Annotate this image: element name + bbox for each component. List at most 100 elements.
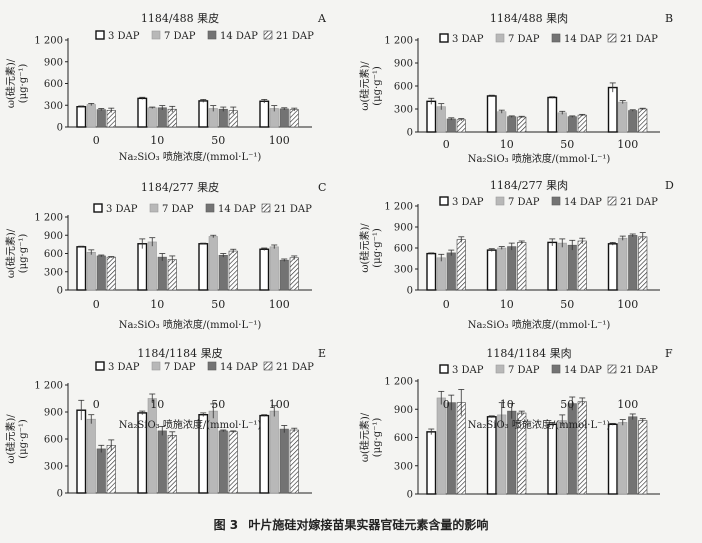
bar	[137, 97, 148, 128]
chart-title: 1184/1184 果皮	[137, 347, 222, 360]
bar	[218, 108, 228, 128]
panel-letter: E	[318, 347, 326, 360]
legend-swatch	[607, 196, 617, 206]
legend: 3 DAP 7 DAP 14 DAP 21 DAP	[93, 203, 312, 215]
y-tick-label: 1 200	[384, 202, 413, 213]
legend-swatch	[207, 30, 217, 40]
bar	[618, 422, 628, 495]
legend-label: 14 DAP	[564, 34, 602, 45]
x-tick-label: 50	[560, 298, 574, 311]
x-tick-label: 10	[150, 134, 164, 147]
y-axis-label-line: ω(硅元素)/	[358, 61, 371, 111]
chart-title: 1184/277 果皮	[141, 181, 219, 194]
bar	[446, 252, 456, 291]
x-tick-label: 0	[93, 398, 100, 411]
y-axis-label-line: ω(硅元素)/	[358, 412, 371, 462]
legend: 3 DAP 7 DAP 14 DAP 21 DAP	[439, 196, 658, 208]
bar	[147, 241, 157, 291]
panel-letter: C	[318, 181, 326, 194]
bar	[638, 236, 648, 291]
bar	[547, 423, 558, 495]
bar	[259, 100, 270, 128]
chart-panel-A: 1184/488 果皮 A 0 300 600 900 1 200 ω(硅元素)/(μg·g⁻…	[4, 12, 327, 163]
legend: 3 DAP 7 DAP 14 DAP 21 DAP	[95, 361, 314, 373]
bar	[106, 444, 116, 494]
legend-label: 3 DAP	[108, 362, 140, 373]
y-axis-label: ω(硅元素)/(μg·g⁻¹)	[4, 58, 29, 108]
bar	[198, 243, 209, 291]
y-tick-label: 600	[44, 79, 63, 90]
caption-text: 叶片施硅对嫁接苗果实器官硅元素含量的影响	[248, 518, 489, 532]
y-tick-label: 600	[44, 435, 63, 446]
bar	[167, 435, 177, 494]
bar	[269, 410, 279, 494]
bar	[547, 241, 558, 291]
legend-label: 14 DAP	[218, 204, 256, 215]
bar	[96, 109, 106, 128]
legend-swatch	[551, 33, 561, 43]
x-tick-label: 0	[443, 138, 450, 151]
legend-label: 3 DAP	[452, 365, 484, 376]
x-tick-label: 10	[500, 398, 514, 411]
x-tick-label: 100	[617, 398, 638, 411]
legend-label: 7 DAP	[508, 365, 540, 376]
panel-letter: A	[317, 12, 327, 25]
bar	[137, 243, 148, 291]
bar	[557, 420, 567, 495]
bar	[279, 259, 289, 291]
y-axis-label-line: ω(硅元素)/	[4, 58, 17, 108]
bar	[147, 107, 157, 128]
bar	[269, 246, 279, 291]
y-tick-label: 300	[44, 267, 63, 278]
legend-label: 7 DAP	[164, 31, 196, 42]
bar	[289, 109, 299, 128]
chart-title: 1184/1184 果肉	[486, 347, 571, 360]
bar	[577, 240, 587, 291]
legend-label: 14 DAP	[220, 362, 258, 373]
legend-swatch	[495, 33, 505, 43]
bar	[517, 242, 527, 291]
x-axis-label: Na₂SiO₃ 喷施浓度/(mmol·L⁻¹)	[468, 152, 611, 165]
bar	[436, 106, 446, 133]
legend-label: 21 DAP	[276, 362, 314, 373]
legend-label: 3 DAP	[452, 34, 484, 45]
bar	[279, 428, 289, 494]
bar	[456, 239, 466, 291]
bar	[557, 242, 567, 291]
bar	[289, 257, 299, 291]
y-axis-label-line: (μg·g⁻¹)	[372, 418, 383, 458]
y-axis-label-line: (μg·g⁻¹)	[18, 419, 29, 459]
bar	[638, 420, 648, 495]
legend-label: 7 DAP	[508, 34, 540, 45]
bar	[147, 398, 157, 494]
legend-label: 21 DAP	[620, 34, 658, 45]
x-tick-label: 10	[150, 298, 164, 311]
chart-title: 1184/488 果肉	[490, 12, 568, 25]
legend-swatch	[151, 361, 161, 371]
bar	[456, 402, 466, 495]
y-tick-label: 0	[407, 490, 413, 501]
y-axis-label-line: ω(硅元素)/	[358, 223, 371, 273]
panel-letter: F	[665, 347, 673, 360]
bar	[577, 114, 587, 133]
bar	[289, 429, 299, 494]
bar	[446, 402, 456, 495]
bar	[86, 104, 96, 128]
bar	[567, 244, 577, 291]
y-tick-label: 900	[394, 405, 413, 416]
legend: 3 DAP 7 DAP 14 DAP 21 DAP	[439, 364, 658, 376]
legend-label: 14 DAP	[564, 365, 602, 376]
y-tick-label: 600	[394, 82, 413, 93]
bar	[486, 249, 497, 291]
bar	[218, 255, 228, 291]
y-axis-label-line: ω(硅元素)/	[4, 228, 17, 278]
legend-label: 7 DAP	[162, 204, 194, 215]
bar	[628, 110, 638, 133]
y-tick-label: 900	[44, 231, 63, 242]
x-tick-label: 0	[443, 398, 450, 411]
bar	[638, 108, 648, 133]
x-tick-label: 50	[560, 398, 574, 411]
bar	[96, 255, 106, 291]
bar	[426, 431, 437, 495]
bar	[567, 403, 577, 495]
